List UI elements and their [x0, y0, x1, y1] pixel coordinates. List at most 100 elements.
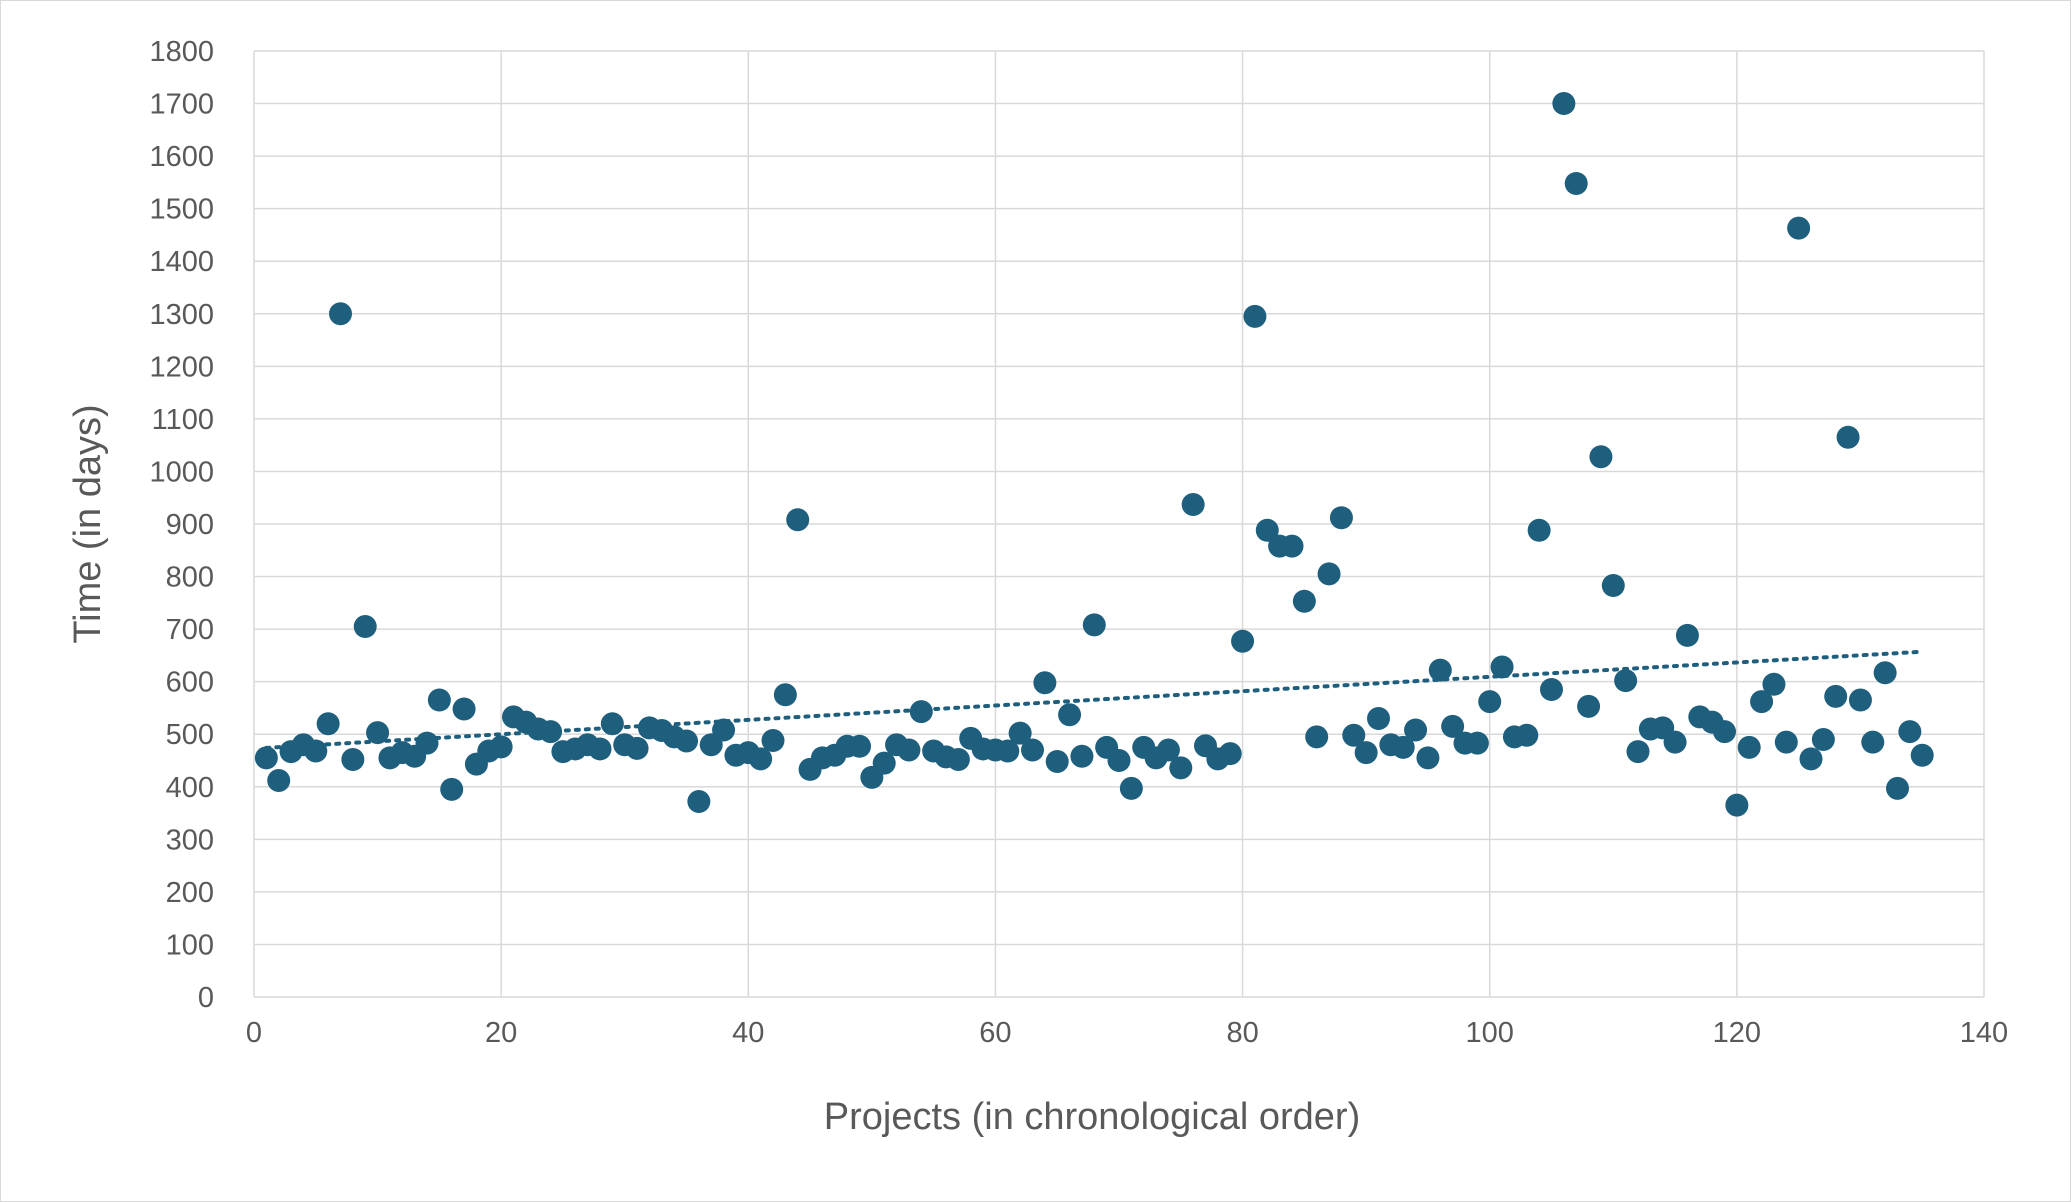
data-point — [1354, 741, 1378, 765]
data-point — [267, 768, 291, 792]
data-point — [1107, 749, 1131, 772]
y-tick-label: 1600 — [149, 141, 214, 173]
data-point — [1725, 793, 1749, 817]
y-tick-label: 1300 — [149, 299, 214, 331]
data-point — [1045, 750, 1069, 774]
data-point — [1861, 730, 1885, 754]
y-tick-label: 1400 — [149, 246, 214, 278]
data-point — [1033, 671, 1057, 695]
data-point — [1713, 720, 1736, 744]
data-point — [1601, 573, 1625, 597]
data-point — [786, 508, 810, 532]
y-axis-title: Time (in days) — [67, 404, 109, 643]
data-point — [1589, 445, 1613, 469]
gridlines — [253, 50, 1985, 998]
data-point — [588, 737, 612, 761]
data-point — [304, 739, 328, 763]
data-point — [1762, 672, 1786, 696]
y-tick-label: 300 — [166, 824, 214, 856]
y-tick-label: 900 — [166, 509, 214, 541]
data-point — [539, 720, 563, 744]
x-tick-label: 100 — [1466, 1017, 1514, 1049]
data-point — [1478, 690, 1502, 714]
data-point — [1675, 623, 1699, 647]
data-point — [1848, 688, 1872, 712]
data-point — [427, 688, 451, 712]
data-point — [872, 751, 896, 775]
x-tick-label: 20 — [485, 1017, 517, 1049]
data-point — [1428, 658, 1452, 682]
x-tick-label: 40 — [732, 1017, 764, 1049]
data-point — [1799, 747, 1823, 771]
data-point — [1058, 703, 1082, 727]
data-point — [946, 747, 970, 771]
data-point — [1416, 746, 1440, 770]
y-tick-label: 200 — [166, 877, 214, 909]
data-point — [1750, 690, 1774, 714]
data-point — [1367, 706, 1390, 730]
data-point — [1255, 518, 1279, 542]
y-tick-label: 1800 — [149, 36, 214, 68]
data-point — [1811, 727, 1835, 751]
data-point — [1404, 718, 1428, 742]
data-point — [1490, 655, 1514, 679]
data-point — [897, 738, 921, 762]
x-tick-label: 140 — [1960, 1017, 2008, 1049]
data-point — [1119, 776, 1143, 800]
y-tick-label: 400 — [166, 772, 214, 804]
data-point — [1292, 589, 1316, 613]
data-point — [1329, 506, 1353, 530]
data-point — [1008, 721, 1032, 745]
data-point — [749, 747, 773, 771]
y-tick-label: 500 — [166, 719, 214, 751]
data-point — [1082, 613, 1106, 637]
data-point — [366, 721, 390, 745]
trendline-layer — [264, 649, 1925, 750]
data-point — [1156, 738, 1180, 762]
data-point — [1886, 776, 1909, 800]
data-point — [489, 735, 513, 759]
x-tick-label: 80 — [1226, 1017, 1258, 1049]
y-tick-label: 1500 — [149, 194, 214, 226]
data-point — [1787, 216, 1811, 240]
data-point — [1910, 743, 1934, 767]
data-point — [773, 683, 797, 707]
data-point — [1280, 534, 1304, 558]
data-point — [1737, 735, 1761, 759]
data-point — [1774, 730, 1798, 754]
data-point — [1169, 756, 1193, 780]
data-point — [1824, 684, 1848, 708]
y-tick-label: 700 — [166, 614, 214, 646]
data-point — [1540, 678, 1563, 702]
data-point — [1626, 740, 1650, 764]
x-tick-label: 0 — [246, 1017, 262, 1049]
y-tick-label: 1100 — [152, 404, 214, 436]
tick-labels: 0100200300400500600700800900100011001200… — [149, 36, 2008, 1049]
data-point — [1441, 714, 1465, 738]
y-tick-label: 600 — [166, 667, 214, 699]
data-point — [452, 697, 476, 721]
data-point — [1021, 738, 1044, 762]
data-point — [316, 712, 340, 736]
data-point — [625, 736, 649, 760]
data-point — [329, 302, 352, 326]
data-point — [1577, 694, 1601, 718]
data-points — [254, 92, 1934, 817]
data-point — [1873, 661, 1897, 685]
data-point — [353, 614, 377, 638]
data-point — [761, 729, 785, 753]
data-point — [1342, 723, 1366, 747]
data-point — [600, 712, 624, 736]
data-point — [1070, 744, 1094, 768]
data-point — [1564, 171, 1588, 195]
data-point — [341, 747, 365, 771]
data-point — [415, 731, 439, 755]
data-point — [1391, 735, 1415, 759]
data-point — [996, 739, 1020, 763]
data-point — [440, 777, 464, 801]
y-tick-label: 800 — [166, 562, 214, 594]
data-point — [1836, 425, 1860, 449]
x-axis-title: Projects (in chronological order) — [824, 1096, 1360, 1138]
x-tick-label: 120 — [1713, 1017, 1761, 1049]
